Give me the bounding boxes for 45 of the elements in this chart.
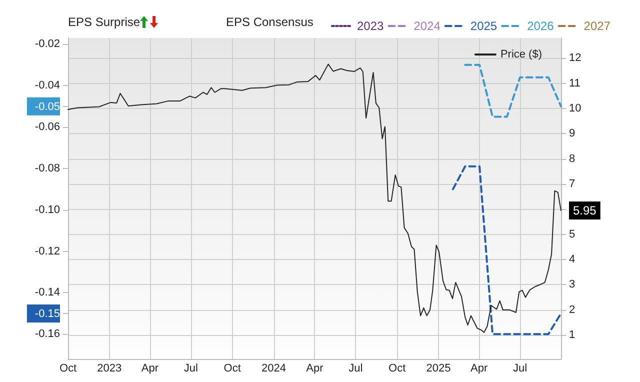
x-tick-label: Apr	[306, 362, 324, 374]
y2-tick-label: 10	[569, 102, 582, 114]
data-label: 5.95	[573, 203, 597, 218]
x-tick-label: Oct	[224, 362, 241, 374]
legend-title: EPS Consensus	[226, 15, 314, 29]
y2-tick-label: 9	[569, 128, 576, 140]
text: EPS Surprise	[68, 15, 140, 29]
y-tick-label: -0.04	[34, 80, 60, 92]
line-series	[68, 64, 562, 333]
y-tick-label: -0.12	[34, 245, 60, 258]
y-tick-label: -0.05	[34, 100, 60, 113]
x-tick-label: 2023	[97, 362, 122, 374]
legend-label: 2025	[470, 19, 498, 33]
legend-label: 2026	[527, 19, 554, 33]
y-tick-label: -0.02	[34, 38, 60, 50]
y2-tick-label: 4	[569, 254, 576, 266]
legend-label: 2023	[357, 19, 384, 33]
y-tick-label: -0.16	[34, 328, 60, 340]
x-tick-label: Jul	[348, 362, 363, 374]
x-tick-label: Oct	[388, 362, 406, 374]
line-series	[452, 165, 562, 336]
y2-tick-label: 12	[569, 52, 582, 64]
x-tick-label: 2024	[262, 362, 286, 374]
y-tick-label: -0.14	[34, 286, 60, 299]
y-tick-label: -0.08	[34, 162, 60, 174]
y-tick-label: -0.10	[34, 204, 60, 216]
x-tick-label: Apr	[141, 362, 159, 374]
y-tick-label: -0.06	[34, 121, 60, 134]
y2-tick-label: 11	[569, 77, 580, 90]
y2-tick-label: 3	[569, 278, 576, 291]
x-tick-label: Jul	[184, 362, 198, 374]
line-series	[464, 64, 562, 118]
legend-label: Price ($)	[500, 48, 542, 60]
x-tick-label: Jul	[513, 362, 528, 374]
y2-tick-label: 1	[569, 329, 576, 342]
y-tick-label: -0.15	[34, 308, 60, 320]
y2-tick-label: 5	[569, 228, 576, 240]
legend-label: 2027	[584, 19, 611, 33]
y2-tick-label: 7	[569, 178, 576, 190]
y2-tick-label: 2	[569, 304, 576, 316]
legend-label: 2024	[414, 19, 441, 33]
x-tick-label: Oct	[59, 362, 77, 374]
x-tick-label: Apr	[470, 362, 488, 374]
y2-tick-label: 8	[569, 152, 576, 165]
x-tick-label: 2025	[426, 362, 451, 374]
